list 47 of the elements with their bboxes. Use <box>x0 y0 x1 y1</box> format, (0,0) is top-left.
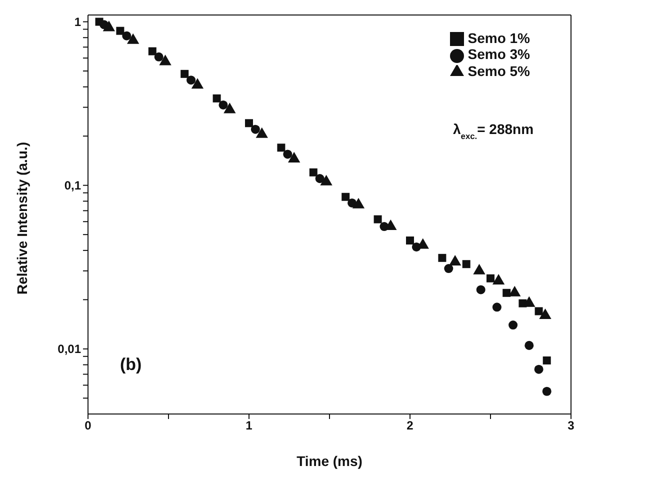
point <box>539 308 552 320</box>
point <box>212 94 221 102</box>
point <box>283 150 292 159</box>
point <box>116 26 124 35</box>
x-tick-label: 3 <box>568 418 575 433</box>
point <box>180 70 189 78</box>
point <box>534 364 544 374</box>
point <box>191 78 204 89</box>
y-axis-title: Relative Intensity (a.u.) <box>14 142 30 294</box>
point <box>492 302 502 312</box>
point <box>476 285 486 294</box>
point <box>342 192 350 201</box>
annotation: (b) <box>120 355 142 374</box>
point <box>315 174 324 184</box>
y-tick-label: 1 <box>74 15 82 30</box>
legend-label: Semo 1% <box>468 30 530 46</box>
point <box>438 254 446 262</box>
point <box>486 274 494 282</box>
legend-label: Semo 5% <box>468 62 530 79</box>
point <box>534 307 543 316</box>
point <box>542 356 551 364</box>
point <box>508 320 518 330</box>
point <box>148 47 156 56</box>
point <box>462 260 470 268</box>
point <box>277 144 286 152</box>
legend-label: Semo 3% <box>468 46 530 62</box>
point <box>444 264 454 274</box>
point <box>122 31 132 40</box>
point <box>502 288 511 297</box>
y-tick-label: 0,1 <box>64 178 82 193</box>
annotation: λ$_{exc.}$= 288nm <box>453 121 534 141</box>
point <box>406 236 414 244</box>
x-tick-label: 1 <box>246 418 253 433</box>
point <box>374 215 382 224</box>
y-tick-label: 0,01 <box>58 342 82 356</box>
x-tick-label: 2 <box>406 418 414 433</box>
point <box>245 119 253 128</box>
x-tick-label: 0 <box>84 418 92 433</box>
point <box>250 124 260 134</box>
point <box>492 274 505 285</box>
point <box>154 52 164 62</box>
x-axis-title: Time (ms) <box>296 453 362 469</box>
point <box>309 168 318 176</box>
point <box>186 76 196 85</box>
point <box>524 340 534 350</box>
point <box>542 386 552 396</box>
point <box>218 100 228 110</box>
